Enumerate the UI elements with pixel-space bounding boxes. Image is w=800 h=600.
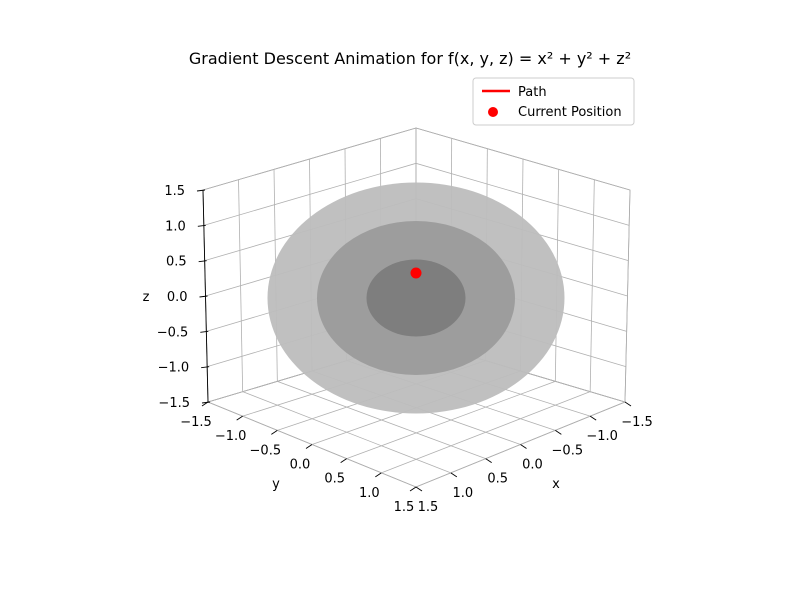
legend: Path Current Position: [472, 77, 635, 126]
grid-line: [202, 127, 631, 191]
legend-point-swatch: [488, 107, 498, 117]
z-tick-label: −1.5: [158, 396, 190, 411]
z-tick-label: 1.5: [164, 184, 185, 199]
y-axis-label: y: [272, 477, 280, 492]
level-surfaces: [267, 182, 565, 414]
y-tick-mark: [340, 458, 347, 464]
z-tick-label: 1.0: [165, 219, 186, 234]
y-tick-label: 0.0: [290, 458, 311, 473]
x-tick-mark: [555, 429, 562, 435]
y-tick-mark: [271, 429, 278, 435]
x-tick-label: −1.0: [586, 429, 618, 444]
x-tick-label: 1.5: [418, 500, 439, 515]
x-tick-mark: [520, 444, 527, 449]
x-tick-mark: [589, 415, 597, 421]
y-tick-mark: [236, 415, 243, 421]
y-tick-mark: [375, 472, 382, 478]
y-tick-labels: −1.5−1.0−0.5 0.0 0.5 1.0 1.5: [180, 401, 417, 515]
x-tick-mark: [450, 472, 458, 478]
legend-path-label: Path: [518, 85, 547, 100]
x-tick-label: 1.0: [452, 486, 473, 501]
x-tick-label: −0.5: [552, 443, 584, 458]
z-tick-mark: [199, 295, 208, 298]
x-tick-mark: [624, 401, 632, 407]
z-tick-mark: [197, 224, 206, 227]
x-tick-label: 0.0: [522, 458, 543, 473]
legend-point-label: Current Position: [518, 105, 622, 120]
y-tick-mark: [409, 486, 417, 492]
z-axis-label: z: [143, 290, 150, 305]
y-tick-label: −1.5: [180, 415, 212, 430]
y-tick-label: 1.5: [394, 500, 415, 515]
current-position-point: [410, 267, 422, 279]
level-surface-3: [366, 259, 466, 337]
y-tick-label: 1.0: [359, 486, 380, 501]
x-tick-mark: [415, 486, 423, 492]
z-tick-label: −1.0: [158, 361, 190, 376]
z-tick-mark: [198, 260, 207, 263]
x-tick-mark: [485, 458, 492, 464]
z-tick-mark: [196, 189, 206, 192]
x-tick-label: 0.5: [487, 472, 508, 487]
y-tick-mark: [305, 444, 313, 449]
y-tick-label: −0.5: [250, 443, 282, 458]
grid-line: [242, 391, 451, 474]
z-tick-label: 0.5: [166, 255, 187, 270]
z-tick-mark: [201, 401, 211, 404]
grid-line: [624, 189, 631, 403]
x-axis-label: x: [552, 477, 560, 492]
y-tick-label: −1.0: [215, 429, 247, 444]
x-tick-label: −1.5: [621, 415, 653, 430]
legend-frame: [472, 77, 635, 126]
chart-title: Gradient Descent Animation for f(x, y, z…: [189, 49, 631, 68]
z-tick-labels: −1.5 −1.0 −0.5 0.0 0.5 1.0 1.5: [157, 184, 211, 411]
y-tick-label: 0.5: [324, 472, 345, 487]
z-tick-label: −0.5: [157, 325, 189, 340]
x-tick-labels: −1.5−1.0−0.5 0.0 0.5 1.0 1.5: [415, 401, 653, 515]
z-tick-label: 0.0: [167, 290, 188, 305]
z-tick-mark: [200, 330, 209, 333]
z-tick-mark: [201, 366, 210, 369]
y-tick-mark: [201, 401, 209, 407]
grid-line: [589, 179, 595, 392]
